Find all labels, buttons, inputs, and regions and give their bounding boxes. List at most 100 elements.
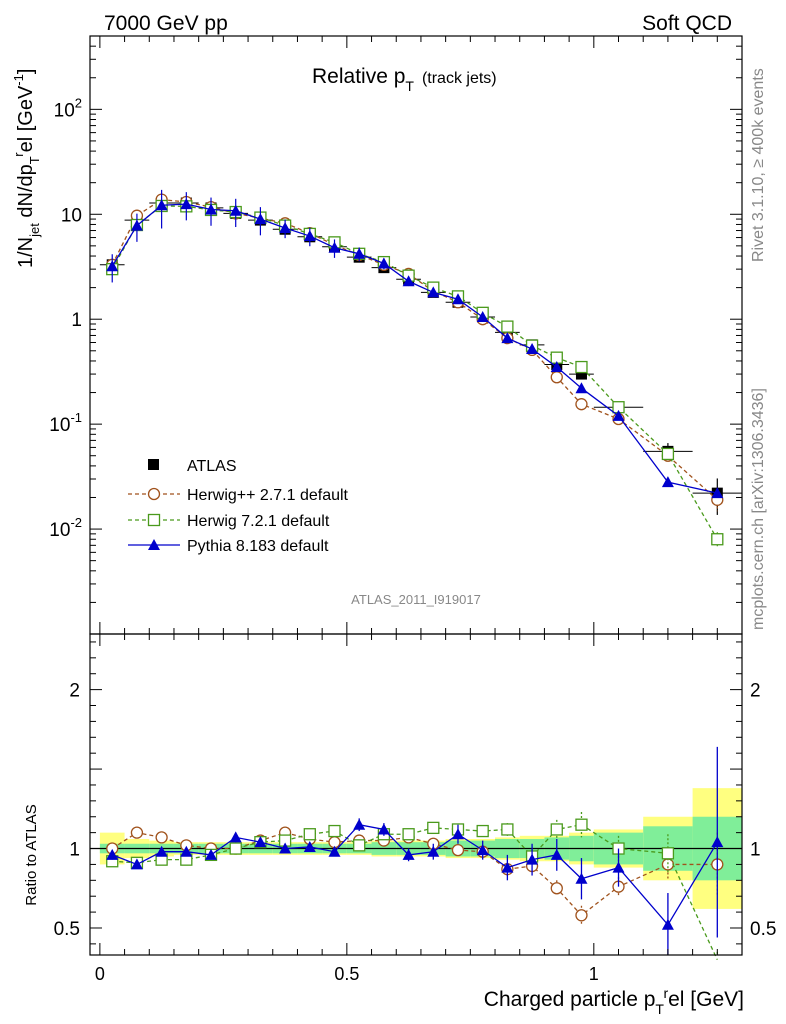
legend-label-atlas: ATLAS	[187, 458, 237, 475]
main-line	[111, 203, 718, 494]
ratio-marker	[328, 845, 341, 857]
process-label: Soft QCD	[642, 12, 732, 35]
ratio-marker	[451, 828, 464, 840]
ratio-marker	[476, 844, 489, 856]
main-marker	[501, 332, 514, 344]
ratio-marker	[402, 848, 415, 860]
ratio-marker	[427, 845, 440, 857]
ratio-marker	[526, 853, 539, 865]
ratio-y-tick-label: 0.5	[54, 919, 80, 940]
ratio-marker	[476, 824, 489, 838]
data-point	[575, 368, 587, 380]
main-marker	[254, 213, 267, 225]
main-marker	[205, 203, 218, 215]
main-marker	[180, 198, 193, 210]
ratio-marker	[711, 836, 724, 848]
main-marker	[229, 204, 242, 216]
plot-title: Relative pT (track jets)	[312, 65, 497, 94]
x-tick-label: 0	[95, 964, 105, 984]
analysis-id-label: ATLAS_2011_I919017	[351, 592, 481, 607]
y-tick-label: 1	[71, 310, 82, 331]
ratio-marker	[180, 845, 193, 857]
main-marker	[303, 230, 316, 242]
main-marker	[550, 371, 563, 384]
legend-marker-herwigpp	[147, 487, 161, 501]
legend-label-herwig7: Herwig 7.2.1 default	[187, 513, 330, 530]
main-marker	[501, 320, 514, 333]
main-marker	[353, 247, 366, 259]
ratio-y-tick-label: 1	[69, 840, 80, 861]
beam-energy-label: 7000 GeV pp	[104, 12, 228, 35]
main-marker	[279, 221, 292, 233]
main-marker	[711, 533, 724, 546]
ratio-y-tick-label: 2	[69, 681, 80, 702]
ratio-marker	[550, 823, 563, 836]
y-tick-label: 10	[61, 205, 82, 226]
ratio-marker	[550, 848, 563, 860]
ratio-marker	[155, 845, 168, 857]
ratio-marker	[229, 831, 242, 843]
ratio-marker	[328, 824, 341, 838]
main-marker	[575, 398, 588, 411]
legend-label-pythia: Pythia 8.183 default	[187, 538, 329, 555]
ratio-marker	[612, 861, 625, 873]
ratio-marker	[575, 909, 588, 922]
mcplots-label: mcplots.cern.ch [arXiv:1306.3436]	[750, 388, 767, 630]
legend-marker-atlas	[148, 459, 159, 470]
ratio-marker	[427, 821, 440, 835]
main-marker	[661, 447, 675, 461]
main-marker	[155, 199, 168, 211]
main-marker	[402, 275, 415, 287]
ratio-marker	[550, 882, 563, 895]
main-marker	[711, 487, 724, 499]
ratio-marker	[130, 826, 144, 839]
ratio-y-tick-label-right: 2	[750, 681, 761, 702]
ratio-marker	[353, 818, 366, 830]
ratio-marker	[205, 848, 218, 860]
axes-layer: 0 0.5 1 10-2 10-1 1 10 102 0.5 0.5 1 1 2 2	[49, 35, 776, 984]
main-marker	[377, 257, 390, 269]
ratio-marker	[254, 836, 267, 848]
ratio-series-layer	[106, 746, 724, 961]
main-marker	[661, 476, 674, 488]
ratio-marker	[661, 847, 675, 860]
y-tick-label: 10-2	[49, 515, 82, 541]
main-marker	[575, 382, 588, 394]
legend-marker-herwig7	[147, 513, 161, 527]
x-axis-label: Charged particle pTrel [GeV]	[484, 985, 744, 1017]
main-marker	[476, 310, 489, 322]
main-line	[111, 205, 718, 540]
ratio-marker	[229, 842, 242, 855]
ratio-marker	[501, 861, 514, 873]
rivet-version-label: Rivet 3.1.10, ≥ 400k events	[750, 68, 767, 262]
ratio-marker	[106, 848, 119, 860]
legend-label-herwigpp: Herwig++ 2.7.1 default	[187, 487, 349, 504]
ratio-marker	[575, 818, 588, 831]
ratio-marker	[303, 840, 316, 852]
ratio-axis-label: Ratio to ATLAS	[23, 804, 40, 905]
ratio-marker	[130, 858, 143, 870]
main-marker	[328, 241, 341, 253]
x-tick-label: 0.5	[334, 964, 359, 984]
ratio-marker	[303, 828, 316, 841]
legend: ATLAS Herwig++ 2.7.1 default Herwig 7.2.…	[128, 458, 349, 555]
ratio-marker	[353, 839, 366, 852]
main-marker	[575, 360, 588, 374]
ratio-frame	[89, 633, 743, 956]
y-axis-label: 1/Njet dN/dpTrel [GeV-1]	[11, 69, 42, 268]
y-tick-label: 102	[54, 95, 82, 121]
main-line	[111, 198, 718, 501]
y-tick-label: 10-1	[49, 410, 82, 436]
ratio-marker	[155, 831, 168, 844]
ratio-marker	[575, 872, 588, 884]
main-marker	[451, 293, 464, 305]
ratio-marker	[501, 823, 514, 836]
legend-marker-pythia	[148, 539, 160, 550]
ratio-y-tick-label-right: 0.5	[750, 919, 776, 940]
main-marker	[526, 343, 539, 355]
main-series-2	[106, 189, 724, 499]
main-marker	[427, 286, 440, 298]
x-tick-label: 1	[589, 964, 599, 984]
main-series-layer	[99, 189, 742, 548]
